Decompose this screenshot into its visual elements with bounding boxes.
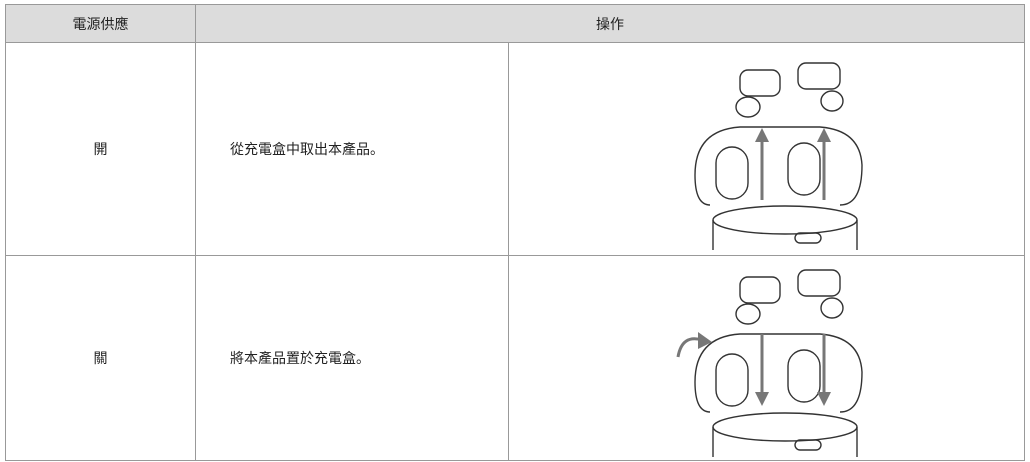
case-button <box>794 232 822 244</box>
earbud <box>797 269 841 297</box>
image-cell <box>508 255 1025 461</box>
case-lid <box>694 126 863 206</box>
row-text: 將本產品置於充電盒。 <box>195 255 509 461</box>
row-label: 開 <box>5 42 196 256</box>
lid-hole <box>715 353 749 407</box>
case-top <box>712 412 858 442</box>
arrow-head <box>817 392 831 406</box>
row-text: 從充電盒中取出本產品。 <box>195 42 509 256</box>
arrow-head <box>817 128 831 142</box>
case-top <box>712 205 858 235</box>
illustration-remove <box>694 62 863 250</box>
lid-hole <box>787 349 821 403</box>
arrow-head <box>698 332 712 349</box>
header-cell: 操作 <box>195 4 1025 43</box>
case-lid <box>694 333 863 413</box>
earbud <box>797 62 841 90</box>
case-button <box>794 439 822 451</box>
ear-tip <box>820 90 844 112</box>
lid-hole <box>715 146 749 200</box>
row-label: 關 <box>5 255 196 461</box>
case-base <box>712 427 858 457</box>
case-base <box>712 220 858 250</box>
ear-tip <box>735 96 761 118</box>
earbud <box>739 276 781 304</box>
arrow-head <box>755 128 769 142</box>
lid-hole <box>787 142 821 196</box>
earbud <box>739 69 781 97</box>
arrow-head <box>755 392 769 406</box>
ear-tip <box>820 297 844 319</box>
illustration-insert <box>676 269 863 457</box>
header-cell: 電源供應 <box>5 4 196 43</box>
ear-tip <box>735 303 761 325</box>
